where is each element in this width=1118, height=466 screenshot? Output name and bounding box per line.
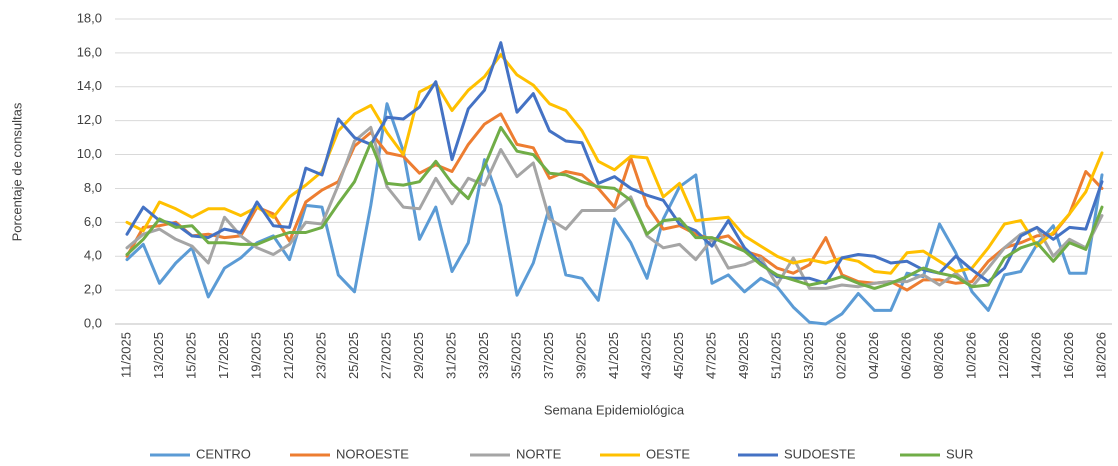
data-line [125,125,1104,290]
x-tick-label: 13/2025 [151,332,166,379]
x-axis-title: Semana Epidemiológica [544,402,685,417]
y-tick-label: 14,0 [77,78,102,93]
x-tick-label: 33/2025 [476,332,491,379]
legend-label: NOROESTE [336,446,409,461]
y-tick-label: 10,0 [77,146,102,161]
x-tick-label: 49/2025 [736,332,751,379]
x-tick-label: 29/2025 [411,332,426,379]
x-tick-label: 27/2025 [378,332,393,379]
x-tick-label: 21/2025 [281,332,296,379]
x-tick-label: 10/2026 [963,332,978,379]
x-tick-label: 45/2025 [671,332,686,379]
x-tick-label: 06/2026 [898,332,913,379]
x-tick-label: 23/2025 [313,332,328,379]
x-tick-label: 43/2025 [638,332,653,379]
legend-label: SUDOESTE [784,446,856,461]
legend-label: OESTE [646,446,690,461]
legend-label: CENTRO [196,446,251,461]
x-tick-label: 08/2026 [931,332,946,379]
y-axis-title: Porcentaje de consultas [9,102,24,241]
x-tick-label: 18/2026 [1093,332,1108,379]
x-tick-label: 11/2025 [118,332,133,378]
x-tick-label: 16/2026 [1061,332,1076,379]
x-tick-label: 12/2026 [996,332,1011,379]
x-tick-label: 25/2025 [346,332,361,379]
x-tick-label: 19/2025 [248,332,263,379]
data-line [125,112,1104,292]
y-tick-label: 8,0 [84,180,102,195]
x-tick-label: 47/2025 [703,332,718,379]
x-tick-label: 41/2025 [606,332,621,379]
x-tick-label: 31/2025 [443,332,458,379]
x-tick-label: 02/2026 [833,332,848,379]
x-tick-label: 15/2025 [183,332,198,379]
legend-label: SUR [946,446,973,461]
y-tick-label: 6,0 [84,214,102,229]
y-tick-label: 16,0 [77,44,102,59]
y-tick-label: 12,0 [77,112,102,127]
data-line [125,102,1104,326]
data-line [125,125,1104,290]
x-tick-label: 39/2025 [573,332,588,379]
data-line [125,53,1104,275]
y-tick-label: 18,0 [77,10,102,25]
x-tick-label: 04/2026 [866,332,881,379]
data-line [125,41,1104,285]
y-tick-label: 0,0 [84,315,102,330]
x-tick-label: 37/2025 [541,332,556,379]
x-tick-label: 53/2025 [801,332,816,379]
y-tick-label: 2,0 [84,282,102,297]
y-tick-label: 4,0 [84,248,102,263]
x-tick-label: 17/2025 [216,332,231,379]
legend-label: NORTE [516,446,562,461]
x-tick-label: 14/2026 [1028,332,1043,379]
x-tick-label: 35/2025 [508,332,523,379]
x-tick-label: 51/2025 [768,332,783,379]
